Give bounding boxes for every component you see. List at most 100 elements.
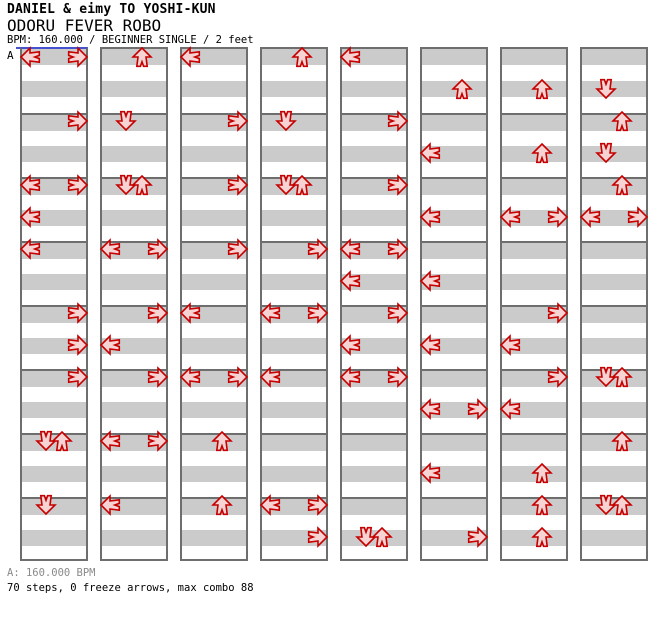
beat-stripe (502, 243, 566, 259)
measure (342, 497, 406, 561)
beat-stripe (422, 435, 486, 451)
beat-stripe (342, 435, 406, 451)
note-arrow-left-icon (259, 302, 281, 324)
beat-stripe (422, 97, 486, 113)
beat-stripe (582, 451, 646, 467)
beat-stripe (102, 259, 166, 275)
measure (342, 433, 406, 497)
beat-stripe (422, 418, 486, 434)
beat-stripe (182, 274, 246, 290)
note-arrow-right-icon (547, 366, 569, 388)
note-arrow-up-icon (611, 174, 633, 196)
beat-stripe (22, 259, 86, 275)
beat-stripe (182, 65, 246, 81)
beat-stripe (422, 546, 486, 562)
chart-column-3 (179, 46, 249, 561)
beat-stripe (422, 115, 486, 131)
note-arrow-right-icon (227, 366, 249, 388)
note-arrow-right-icon (227, 110, 249, 132)
note-arrow-left-icon (259, 494, 281, 516)
beat-stripe (102, 402, 166, 418)
note-arrow-right-icon (547, 206, 569, 228)
beat-stripe (422, 482, 486, 498)
note-arrow-right-icon (147, 238, 169, 260)
note-arrow-right-icon (67, 110, 89, 132)
chart-column-1 (19, 46, 89, 561)
beat-stripe (182, 466, 246, 482)
beat-stripe (502, 115, 566, 131)
beat-stripe (422, 243, 486, 259)
beat-stripe (262, 195, 326, 211)
beat-stripe (422, 499, 486, 515)
beat-stripe (582, 49, 646, 65)
note-arrow-left-icon (419, 462, 441, 484)
beat-stripe (262, 418, 326, 434)
measure (502, 241, 566, 305)
beat-stripe (502, 226, 566, 242)
note-arrow-left-icon (499, 398, 521, 420)
beat-stripe (342, 402, 406, 418)
note-arrow-down-icon (275, 110, 297, 132)
beat-stripe (182, 146, 246, 162)
beat-stripe (182, 451, 246, 467)
beat-stripe (262, 65, 326, 81)
beat-stripe (182, 259, 246, 275)
note-arrow-left-icon (339, 46, 361, 68)
note-arrow-right-icon (67, 334, 89, 356)
beat-stripe (102, 65, 166, 81)
beat-stripe (22, 131, 86, 147)
beat-stripe (102, 546, 166, 562)
beat-stripe (102, 274, 166, 290)
note-arrow-left-icon (19, 174, 41, 196)
note-arrow-up-icon (291, 174, 313, 196)
note-arrow-left-icon (339, 238, 361, 260)
beat-stripe (262, 210, 326, 226)
note-arrow-up-icon (211, 430, 233, 452)
note-arrow-left-icon (339, 334, 361, 356)
note-arrow-up-icon (531, 526, 553, 548)
beat-stripe (342, 65, 406, 81)
beat-stripe (502, 418, 566, 434)
note-arrow-up-icon (211, 494, 233, 516)
beat-stripe (182, 402, 246, 418)
beat-stripe (22, 515, 86, 531)
note-arrow-up-icon (291, 46, 313, 68)
beat-stripe (342, 387, 406, 403)
footer-stats-line: 70 steps, 0 freeze arrows, max combo 88 (7, 582, 254, 594)
chart-column-8 (579, 47, 649, 562)
note-arrow-down-icon (115, 174, 137, 196)
beat-stripe (102, 515, 166, 531)
beat-stripe (582, 274, 646, 290)
beat-stripe (22, 530, 86, 546)
beat-stripe (182, 515, 246, 531)
beat-stripe (342, 499, 406, 515)
chart-info: BPM: 160.000 / BEGINNER SINGLE / 2 feet (7, 34, 254, 46)
beat-stripe (582, 307, 646, 323)
note-arrow-right-icon (227, 174, 249, 196)
beat-stripe (102, 81, 166, 97)
note-arrow-left-icon (99, 238, 121, 260)
beat-stripe (262, 402, 326, 418)
note-arrow-left-icon (499, 206, 521, 228)
beat-stripe (422, 371, 486, 387)
beat-stripe (422, 290, 486, 306)
beat-stripe (502, 435, 566, 451)
beat-stripe (182, 338, 246, 354)
note-arrow-down-icon (595, 142, 617, 164)
beat-stripe (182, 387, 246, 403)
beat-stripe (422, 162, 486, 178)
beat-stripe (582, 546, 646, 562)
note-arrow-right-icon (627, 206, 649, 228)
beat-stripe (582, 466, 646, 482)
beat-stripe (342, 546, 406, 562)
note-arrow-right-icon (307, 302, 329, 324)
beat-stripe (582, 402, 646, 418)
beat-stripe (102, 195, 166, 211)
beat-stripe (262, 451, 326, 467)
note-arrow-left-icon (419, 398, 441, 420)
note-arrow-down-icon (595, 494, 617, 516)
note-arrow-left-icon (19, 46, 41, 68)
beat-stripe (102, 530, 166, 546)
measure (582, 241, 646, 305)
note-arrow-left-icon (339, 270, 361, 292)
